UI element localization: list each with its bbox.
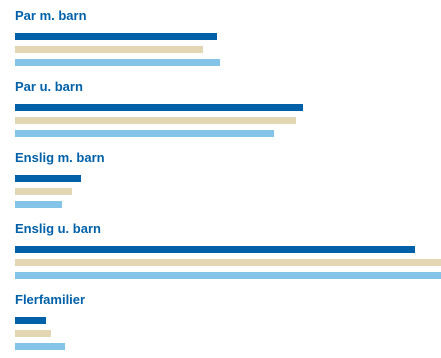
bar-series-3 xyxy=(15,343,65,350)
bar-series-2 xyxy=(15,117,296,124)
bar-series-1 xyxy=(15,175,81,182)
category-label: Enslig u. barn xyxy=(15,221,101,236)
bar-series-2 xyxy=(15,46,203,53)
bar-series-2 xyxy=(15,188,72,195)
category-label: Par u. barn xyxy=(15,79,83,94)
bar-series-1 xyxy=(15,33,217,40)
category-label: Enslig m. barn xyxy=(15,150,105,165)
category-label: Par m. barn xyxy=(15,8,87,23)
bar-series-1 xyxy=(15,246,415,253)
bar-series-2 xyxy=(15,259,441,266)
bar-series-3 xyxy=(15,59,220,66)
bar-series-3 xyxy=(15,272,441,279)
bar-series-2 xyxy=(15,330,51,337)
bar-series-3 xyxy=(15,130,274,137)
bar-series-1 xyxy=(15,317,46,324)
category-label: Flerfamilier xyxy=(15,292,85,307)
bar-series-3 xyxy=(15,201,62,208)
bar-series-1 xyxy=(15,104,303,111)
